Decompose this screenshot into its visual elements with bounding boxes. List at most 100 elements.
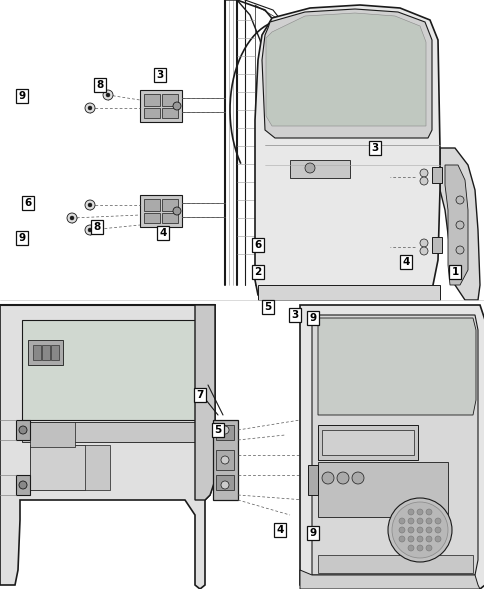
Polygon shape bbox=[439, 148, 479, 300]
Text: 5: 5 bbox=[264, 302, 271, 312]
Text: 9: 9 bbox=[18, 233, 26, 243]
Text: 7: 7 bbox=[196, 390, 203, 400]
Circle shape bbox=[407, 545, 413, 551]
Circle shape bbox=[391, 502, 447, 558]
Text: 9: 9 bbox=[309, 313, 316, 323]
Bar bbox=[51, 345, 59, 360]
Bar bbox=[162, 108, 178, 118]
Bar bbox=[162, 199, 178, 211]
Bar bbox=[318, 555, 472, 573]
Circle shape bbox=[455, 196, 463, 204]
Bar bbox=[162, 94, 178, 106]
Circle shape bbox=[425, 536, 431, 542]
Bar bbox=[22, 320, 197, 420]
Circle shape bbox=[304, 163, 314, 173]
Circle shape bbox=[407, 509, 413, 515]
Text: 3: 3 bbox=[156, 70, 163, 80]
Circle shape bbox=[398, 536, 404, 542]
Circle shape bbox=[455, 221, 463, 229]
Circle shape bbox=[407, 536, 413, 542]
Circle shape bbox=[455, 246, 463, 254]
Circle shape bbox=[407, 518, 413, 524]
Circle shape bbox=[416, 509, 422, 515]
Bar bbox=[215, 425, 233, 440]
Polygon shape bbox=[0, 305, 214, 589]
Text: 9: 9 bbox=[309, 528, 316, 538]
Bar bbox=[289, 160, 349, 178]
Circle shape bbox=[103, 90, 113, 100]
Bar bbox=[33, 345, 41, 360]
Circle shape bbox=[173, 207, 181, 215]
Circle shape bbox=[434, 518, 440, 524]
Text: 2: 2 bbox=[254, 267, 261, 277]
Bar bbox=[144, 94, 160, 106]
Bar bbox=[162, 213, 178, 223]
Circle shape bbox=[425, 545, 431, 551]
Bar bbox=[144, 199, 160, 211]
Bar bbox=[30, 445, 110, 490]
Text: 4: 4 bbox=[159, 228, 166, 238]
Bar bbox=[431, 237, 441, 253]
Circle shape bbox=[407, 527, 413, 533]
Bar bbox=[431, 167, 441, 183]
Circle shape bbox=[173, 102, 181, 110]
Circle shape bbox=[85, 225, 95, 235]
Circle shape bbox=[434, 536, 440, 542]
Bar bbox=[144, 213, 160, 223]
Text: 4: 4 bbox=[276, 525, 283, 535]
Polygon shape bbox=[255, 5, 439, 300]
Text: 8: 8 bbox=[93, 222, 100, 232]
Text: 1: 1 bbox=[451, 267, 458, 277]
Circle shape bbox=[85, 200, 95, 210]
Circle shape bbox=[425, 518, 431, 524]
Bar bbox=[140, 195, 182, 227]
Bar bbox=[215, 450, 233, 470]
Circle shape bbox=[67, 213, 77, 223]
Circle shape bbox=[336, 472, 348, 484]
Bar bbox=[318, 462, 447, 517]
Circle shape bbox=[88, 203, 92, 207]
Text: 3: 3 bbox=[291, 310, 298, 320]
Circle shape bbox=[19, 426, 27, 434]
Text: 5: 5 bbox=[214, 425, 221, 435]
Circle shape bbox=[425, 509, 431, 515]
Polygon shape bbox=[261, 9, 431, 138]
Circle shape bbox=[88, 228, 92, 232]
Bar bbox=[212, 420, 238, 500]
Bar bbox=[42, 345, 50, 360]
Polygon shape bbox=[257, 285, 439, 300]
Polygon shape bbox=[265, 13, 425, 126]
Circle shape bbox=[351, 472, 363, 484]
Polygon shape bbox=[195, 305, 214, 500]
Circle shape bbox=[19, 481, 27, 489]
Circle shape bbox=[221, 481, 228, 489]
Circle shape bbox=[106, 93, 110, 97]
Circle shape bbox=[419, 247, 427, 255]
Bar bbox=[144, 108, 160, 118]
Text: 6: 6 bbox=[24, 198, 31, 208]
Text: 6: 6 bbox=[254, 240, 261, 250]
Polygon shape bbox=[300, 570, 479, 589]
Circle shape bbox=[416, 545, 422, 551]
Circle shape bbox=[88, 106, 92, 110]
Bar bbox=[215, 475, 233, 490]
Polygon shape bbox=[318, 318, 475, 415]
Bar bbox=[22, 422, 197, 442]
Circle shape bbox=[434, 527, 440, 533]
Circle shape bbox=[416, 518, 422, 524]
Circle shape bbox=[416, 536, 422, 542]
Circle shape bbox=[85, 103, 95, 113]
Text: 3: 3 bbox=[371, 143, 378, 153]
Circle shape bbox=[398, 527, 404, 533]
Bar bbox=[318, 425, 417, 460]
Bar bbox=[16, 420, 30, 440]
Bar bbox=[16, 475, 30, 495]
Polygon shape bbox=[444, 165, 467, 285]
Circle shape bbox=[425, 527, 431, 533]
Bar bbox=[28, 340, 63, 365]
Text: 9: 9 bbox=[18, 91, 26, 101]
Circle shape bbox=[70, 216, 74, 220]
Polygon shape bbox=[300, 305, 484, 589]
Circle shape bbox=[419, 169, 427, 177]
Bar bbox=[30, 445, 85, 490]
